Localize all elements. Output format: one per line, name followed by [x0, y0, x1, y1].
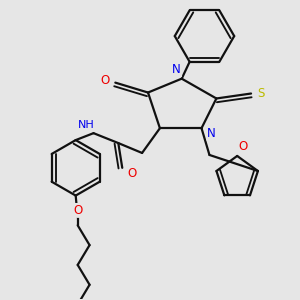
Text: N: N: [207, 127, 216, 140]
Text: O: O: [238, 140, 248, 152]
Text: S: S: [257, 87, 265, 100]
Text: N: N: [172, 63, 181, 76]
Text: O: O: [73, 204, 82, 217]
Text: O: O: [101, 74, 110, 87]
Text: O: O: [128, 167, 137, 180]
Text: NH: NH: [78, 120, 95, 130]
